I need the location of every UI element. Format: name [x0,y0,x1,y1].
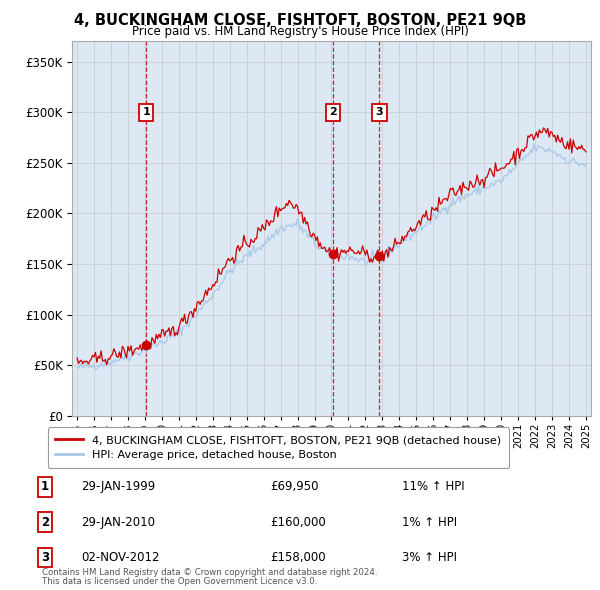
Text: £69,950: £69,950 [270,480,319,493]
Text: 2: 2 [329,107,337,117]
Text: 11% ↑ HPI: 11% ↑ HPI [402,480,464,493]
Text: This data is licensed under the Open Government Licence v3.0.: This data is licensed under the Open Gov… [42,577,317,586]
Text: 4, BUCKINGHAM CLOSE, FISHTOFT, BOSTON, PE21 9QB: 4, BUCKINGHAM CLOSE, FISHTOFT, BOSTON, P… [74,13,526,28]
Text: 2: 2 [41,516,49,529]
Legend: 4, BUCKINGHAM CLOSE, FISHTOFT, BOSTON, PE21 9QB (detached house), HPI: Average p: 4, BUCKINGHAM CLOSE, FISHTOFT, BOSTON, P… [47,427,509,468]
Text: 29-JAN-2010: 29-JAN-2010 [81,516,155,529]
Text: 1: 1 [41,480,49,493]
Text: Contains HM Land Registry data © Crown copyright and database right 2024.: Contains HM Land Registry data © Crown c… [42,568,377,577]
Text: 3: 3 [376,107,383,117]
Text: 1: 1 [142,107,150,117]
Text: 02-NOV-2012: 02-NOV-2012 [81,551,160,564]
Text: 29-JAN-1999: 29-JAN-1999 [81,480,155,493]
Text: Price paid vs. HM Land Registry's House Price Index (HPI): Price paid vs. HM Land Registry's House … [131,25,469,38]
Text: 1% ↑ HPI: 1% ↑ HPI [402,516,457,529]
Text: £160,000: £160,000 [270,516,326,529]
Text: £158,000: £158,000 [270,551,326,564]
Text: 3% ↑ HPI: 3% ↑ HPI [402,551,457,564]
Text: 3: 3 [41,551,49,564]
